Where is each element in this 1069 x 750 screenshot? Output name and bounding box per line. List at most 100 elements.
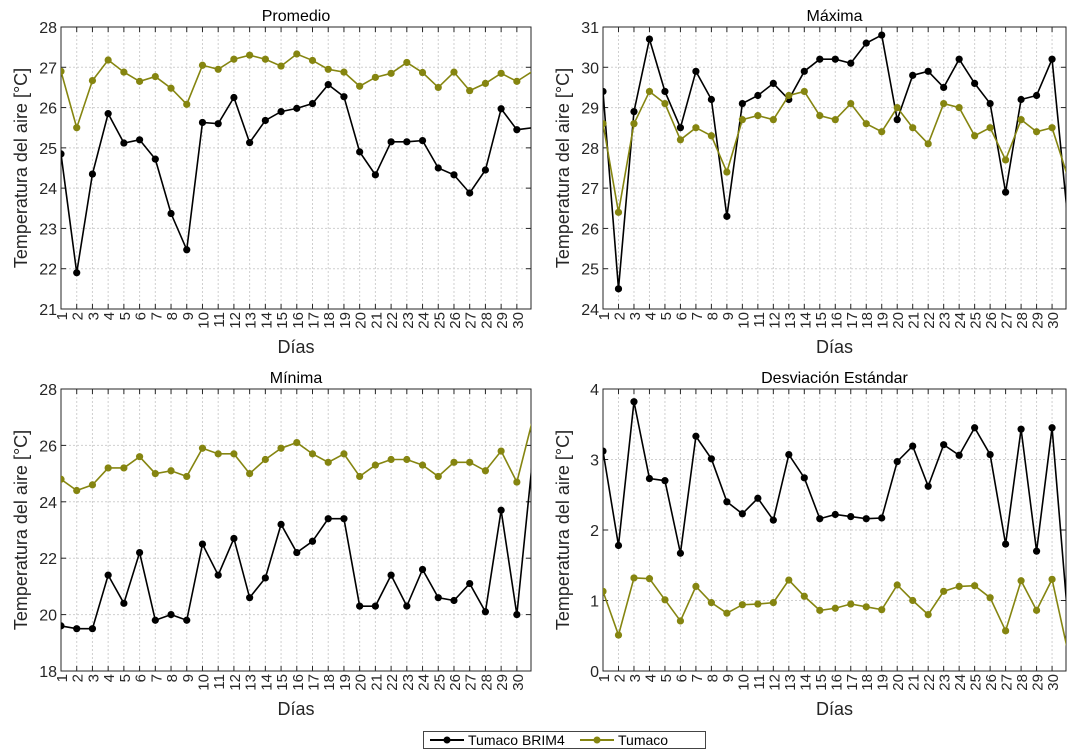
data-point [308,450,317,458]
x-tick-label: 10 [195,674,212,691]
data-point [167,467,175,475]
data-point [955,451,963,459]
legend-line-icon [580,736,614,744]
data-point [481,608,490,616]
data-point [986,124,994,132]
x-tick-label: 24 [416,674,433,691]
data-point [847,99,855,108]
data-point [955,55,963,63]
data-point [800,67,808,75]
data-point [135,453,144,461]
data-point [645,87,654,96]
data-point [800,474,808,482]
data-point [847,513,855,521]
data-point [481,79,490,87]
data-point [324,81,332,89]
data-point [630,574,638,582]
x-tick-label: 9 [180,312,197,320]
data-point [88,170,97,178]
data-point [214,571,222,579]
data-point [104,56,112,64]
x-tick-label: 25 [968,674,985,691]
data-point [893,116,901,124]
data-point [151,72,159,81]
x-tick-label: 19 [875,674,892,691]
y-tick-label: 26 [581,221,599,238]
y-tick-label: 30 [581,60,599,77]
x-tick-label: 13 [243,674,260,691]
data-point [450,171,458,179]
axes-frame [602,26,1067,310]
data-point [723,212,731,220]
data-point [418,461,427,469]
data-point [614,285,623,293]
x-tick-label: 13 [782,312,799,329]
data-point [955,582,963,591]
data-point [831,604,839,612]
data-point [120,599,128,607]
x-tick-label: 10 [735,674,752,691]
x-tick-label: 7 [148,312,165,320]
data-point [816,112,824,120]
series-0 [603,31,1066,293]
data-point [466,189,474,197]
x-tick-label: 28 [478,674,495,691]
x-tick-label: 21 [906,674,923,691]
data-point [862,39,870,47]
data-point [73,625,81,633]
x-tick-label: 21 [368,312,385,329]
data-point [692,67,700,75]
data-point [497,447,505,455]
data-point [497,69,505,77]
series-1 [603,87,1066,216]
chart-title: Desviación Estándar [761,370,908,387]
data-point [340,68,348,76]
data-point [293,104,301,112]
data-point [371,73,379,81]
data-point [645,35,654,43]
data-point [1048,424,1056,432]
x-axis-label: Días [816,699,853,719]
data-point [513,126,521,134]
x-tick-label: 22 [921,674,938,691]
legend-label-0: Tumaco BRIM4 [468,732,565,748]
data-point [135,77,144,85]
data-point [940,441,948,449]
data-point [692,124,700,132]
legend-marker-0 [443,736,451,744]
series-line [603,33,1066,289]
data-point [151,155,159,163]
data-point [738,601,746,609]
data-point [167,84,175,92]
data-point [387,571,395,579]
x-tick-label: 19 [875,312,892,329]
data-point [167,209,175,218]
data-point [878,31,886,39]
y-tick-label: 21 [39,302,57,319]
data-point [909,442,917,450]
data-point [614,208,623,216]
x-tick-label: 3 [85,312,102,320]
data-point [738,510,746,518]
data-point [261,455,269,464]
y-axis-label: Temperatura del aire [°C] [11,68,31,268]
data-point [862,515,870,523]
data-point [246,594,254,602]
legend-item-0: Tumaco BRIM4 [430,732,565,748]
x-tick-label: 2 [611,312,628,320]
data-point [371,171,379,179]
data-point [831,510,839,519]
data-point [893,581,901,589]
data-point [151,616,159,624]
data-point [645,575,654,583]
x-axis-label: Días [277,337,314,357]
x-tick-label: 24 [416,312,433,329]
data-point [277,444,285,452]
data-point [277,62,285,70]
x-tick-label: 14 [258,312,275,329]
data-point [754,112,762,120]
x-tick-label: 17 [306,312,323,329]
x-tick-label: 27 [999,674,1016,691]
x-tick-label: 15 [813,312,830,329]
data-point [1017,425,1025,433]
